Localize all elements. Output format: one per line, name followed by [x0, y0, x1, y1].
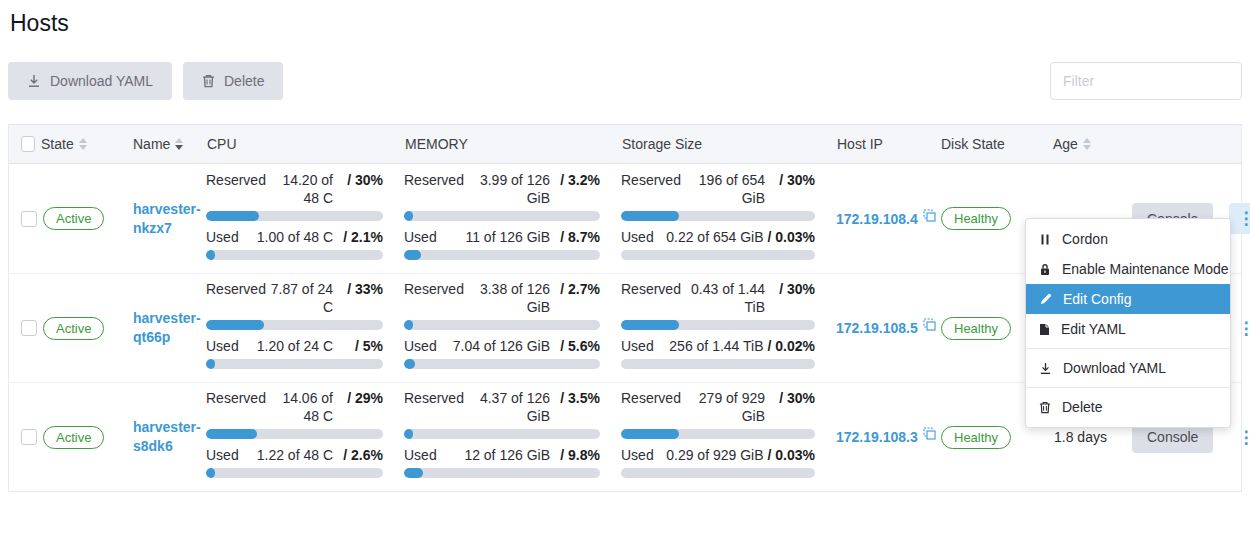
menu-item-cordon[interactable]: Cordon — [1026, 224, 1230, 254]
host-ip-link[interactable]: 172.19.108.5 — [836, 320, 918, 336]
cpu-reserved-bar — [206, 320, 383, 330]
status-badge: Active — [43, 207, 104, 230]
sort-icons — [79, 138, 87, 150]
memory-cell: Reserved3.38 of 126 GiB/ 2.7% Used7.04 o… — [399, 280, 616, 376]
disk-state-badge: Healthy — [941, 317, 1011, 340]
header-age[interactable]: Age — [1047, 136, 1125, 152]
delete-label: Delete — [224, 73, 264, 89]
host-ip-link[interactable]: 172.19.108.4 — [836, 211, 918, 227]
copy-icon[interactable] — [923, 427, 936, 443]
cpu-cell: Reserved14.20 of 48 C/ 30% Used1.00 of 4… — [201, 171, 399, 267]
host-name-link[interactable]: harvester-s8dk6 — [127, 418, 201, 456]
status-badge: Active — [43, 317, 104, 340]
storage-cell: Reserved0.43 of 1.44 TiB/ 30% Used256 of… — [616, 280, 831, 376]
memory-used-bar — [404, 250, 600, 260]
table-header-row: State Name CPU MEMORY Storage Size Host … — [9, 124, 1241, 164]
copy-icon[interactable] — [923, 209, 936, 225]
file-icon — [1039, 323, 1050, 336]
host-name-link[interactable]: harvester-qt66p — [127, 309, 201, 347]
storage-cell: Reserved279 of 929 GiB/ 30% Used0.29 of … — [616, 389, 831, 485]
download-yaml-button[interactable]: Download YAML — [8, 62, 172, 100]
header-storage-size: Storage Size — [616, 136, 831, 152]
host-ip-link[interactable]: 172.19.108.3 — [836, 429, 918, 445]
copy-icon[interactable] — [923, 318, 936, 334]
row-actions-menu: Cordon Enable Maintenance Mode Edit Conf… — [1025, 218, 1231, 428]
cpu-used-bar — [206, 250, 383, 260]
row-actions-button[interactable]: ⋮ — [1229, 313, 1250, 344]
cpu-reserved-bar — [206, 429, 383, 439]
sort-icons — [175, 138, 183, 150]
header-cpu: CPU — [201, 136, 399, 152]
age-cell: 1.8 days — [1047, 429, 1125, 445]
menu-item-edit-yaml[interactable]: Edit YAML — [1026, 314, 1230, 344]
status-badge: Active — [43, 426, 104, 449]
sort-desc-icon — [1083, 145, 1091, 150]
header-state[interactable]: State — [35, 136, 127, 152]
header-disk-state: Disk State — [935, 136, 1047, 152]
menu-divider — [1026, 348, 1230, 349]
hosts-page: Hosts Download YAML Delete State — [0, 0, 1250, 544]
lock-icon — [1039, 263, 1051, 276]
host-ip-cell: 172.19.108.4 — [831, 211, 935, 227]
header-memory: MEMORY — [399, 136, 616, 152]
memory-used-bar — [404, 468, 600, 478]
menu-item-enable-maintenance-mode[interactable]: Enable Maintenance Mode — [1026, 254, 1230, 284]
download-yaml-label: Download YAML — [50, 73, 153, 89]
cpu-reserved-bar — [206, 211, 383, 221]
delete-button[interactable]: Delete — [183, 62, 283, 100]
cpu-cell: Reserved7.87 of 24 C/ 33% Used1.20 of 24… — [201, 280, 399, 376]
menu-item-edit-config[interactable]: Edit Config — [1026, 284, 1230, 314]
download-icon — [1039, 362, 1052, 375]
cpu-used-bar — [206, 468, 383, 478]
header-name[interactable]: Name — [127, 136, 201, 152]
pencil-icon — [1039, 293, 1052, 306]
disk-state-badge: Healthy — [941, 426, 1011, 449]
trash-icon — [202, 74, 215, 88]
sort-icons — [1083, 138, 1091, 150]
sort-asc-icon — [79, 138, 87, 143]
cpu-cell: Reserved14.06 of 48 C/ 29% Used1.22 of 4… — [201, 389, 399, 485]
sort-desc-icon — [79, 145, 87, 150]
filter-input[interactable] — [1050, 62, 1242, 100]
memory-reserved-bar — [404, 429, 600, 439]
pause-icon — [1039, 233, 1051, 246]
host-name-link[interactable]: harvester-nkzx7 — [127, 200, 201, 238]
storage-used-bar — [621, 359, 815, 369]
download-icon — [27, 74, 41, 88]
select-all-cell — [9, 136, 35, 152]
memory-cell: Reserved4.37 of 126 GiB/ 3.5% Used12 of … — [399, 389, 616, 485]
page-title: Hosts — [10, 10, 1250, 37]
toolbar: Download YAML Delete — [8, 62, 1242, 100]
storage-used-bar — [621, 250, 815, 260]
sort-asc-icon — [1083, 138, 1091, 143]
trash-icon — [1039, 401, 1051, 414]
sort-desc-icon — [175, 145, 183, 150]
memory-reserved-bar — [404, 211, 600, 221]
menu-divider — [1026, 387, 1230, 388]
memory-reserved-bar — [404, 320, 600, 330]
storage-reserved-bar — [621, 320, 815, 330]
sort-asc-icon — [175, 138, 183, 143]
row-actions-button[interactable]: ⋮ — [1229, 422, 1250, 453]
disk-state-badge: Healthy — [941, 207, 1011, 230]
row-actions-button[interactable]: ⋮ — [1229, 203, 1250, 234]
storage-reserved-bar — [621, 211, 815, 221]
select-all-checkbox[interactable] — [21, 136, 35, 152]
storage-reserved-bar — [621, 429, 815, 439]
host-ip-cell: 172.19.108.3 — [831, 429, 935, 445]
storage-cell: Reserved196 of 654 GiB/ 30% Used0.22 of … — [616, 171, 831, 267]
cpu-used-bar — [206, 359, 383, 369]
header-host-ip: Host IP — [831, 136, 935, 152]
host-ip-cell: 172.19.108.5 — [831, 320, 935, 336]
storage-used-bar — [621, 468, 815, 478]
menu-item-delete[interactable]: Delete — [1026, 392, 1230, 422]
memory-cell: Reserved3.99 of 126 GiB/ 3.2% Used11 of … — [399, 171, 616, 267]
memory-used-bar — [404, 359, 600, 369]
menu-item-download-yaml[interactable]: Download YAML — [1026, 353, 1230, 383]
